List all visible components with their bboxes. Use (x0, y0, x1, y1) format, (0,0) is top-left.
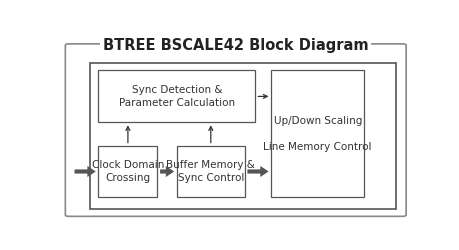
Bar (177, 146, 244, 198)
Text: BTREE BSCALE42 Block Diagram: BTREE BSCALE42 Block Diagram (103, 38, 368, 53)
Text: Buffer Memory &
Sync Control: Buffer Memory & Sync Control (166, 160, 255, 183)
Text: Sync Detection &
Parameter Calculation: Sync Detection & Parameter Calculation (118, 85, 235, 108)
Bar (90, 63, 395, 209)
Text: Up/Down Scaling

Line Memory Control: Up/Down Scaling Line Memory Control (263, 116, 371, 152)
Bar (271, 70, 364, 198)
Bar (98, 146, 157, 198)
Text: Clock Domain
Crossing: Clock Domain Crossing (91, 160, 164, 183)
Bar (98, 70, 255, 122)
FancyBboxPatch shape (65, 44, 405, 216)
